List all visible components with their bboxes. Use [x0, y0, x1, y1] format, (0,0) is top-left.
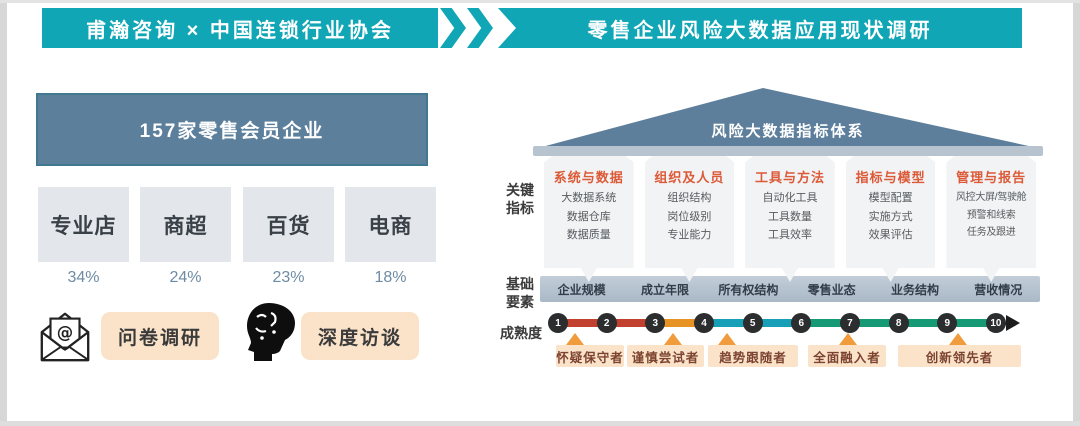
pillar-title: 工具与方法 [754, 170, 825, 185]
pillar-title: 管理与报告 [956, 170, 1027, 185]
stage-label-innovator: 创新领先者 [898, 345, 1021, 367]
base-element: 成立年限 [640, 282, 689, 297]
maturity-point: 1 [548, 313, 568, 333]
category-percent: 23% [272, 269, 305, 286]
framework-pillars: 系统与数据 大数据系统 数据仓库 数据质量 组织及人员 组织结构 岗位级别 专业… [544, 156, 1036, 282]
stage-marker-icon [949, 333, 967, 345]
maturity-scale: 1 2 3 4 5 6 7 8 9 10 [548, 313, 1006, 333]
members-banner: 157家零售会员企业 [36, 93, 428, 166]
category-percent: 18% [374, 269, 407, 286]
pillar-item: 模型配置 [868, 192, 913, 204]
axis-label-key-indicators: 关键 指标 [506, 182, 534, 216]
maturity-point: 4 [693, 313, 714, 333]
header-right-title: 零售企业风险大数据应用现状调研 [587, 19, 933, 42]
pillar-item: 专业能力 [667, 229, 712, 242]
stage-label-follower: 趋势跟随者 [708, 345, 798, 367]
framework-title: 风险大数据指标体系 [711, 123, 865, 140]
pillar-item: 实施方式 [868, 210, 913, 223]
header-right-banner: 零售企业风险大数据应用现状调研 [498, 8, 1022, 48]
stage-marker-icon [839, 333, 857, 345]
base-elements-bar: 企业规模 成立年限 所有权结构 零售业态 业务结构 营收情况 [540, 276, 1040, 302]
chevron-right-icon [440, 8, 466, 48]
pillar-systems-data: 系统与数据 大数据系统 数据仓库 数据质量 [544, 156, 634, 282]
category-label: 专业店 [38, 187, 129, 262]
pillar-item: 预警和线索 [966, 209, 1016, 221]
base-element: 营收情况 [974, 282, 1023, 297]
slide-edge-top [0, 0, 1080, 3]
pillar-item: 大数据系统 [561, 192, 617, 204]
category-specialty-store: 专业店 34% [38, 187, 129, 287]
category-department-store: 百货 23% [243, 187, 334, 287]
pillar-title: 指标与模型 [855, 170, 926, 185]
maturity-color-band [558, 319, 996, 327]
maturity-point: 5 [742, 313, 763, 333]
pillar-tools-methods: 工具与方法 自动化工具 工具数量 工具效率 [745, 156, 835, 282]
framework-roof: 风险大数据指标体系 [538, 88, 1038, 148]
category-label: 电商 [345, 187, 436, 262]
axis-label-base-elements: 基础 要素 [506, 276, 534, 310]
framework-eave [533, 146, 1043, 156]
pillar-item: 风控大屏/驾驶舱 [955, 192, 1027, 203]
maturity-point: 3 [645, 313, 666, 333]
pillar-item: 工具效率 [767, 229, 812, 242]
slide-edge-right [1073, 0, 1080, 426]
svg-text:@: @ [57, 323, 73, 342]
pillar-item: 任务及跟进 [966, 227, 1016, 238]
stage-marker-icon [718, 333, 736, 345]
maturity-point: 10 [985, 313, 1006, 333]
axis-label-maturity: 成熟度 [500, 325, 542, 341]
pillar-item: 数据质量 [566, 229, 611, 242]
pillar-item: 组织结构 [667, 192, 712, 204]
category-percent: 34% [67, 269, 100, 286]
slide-edge-bottom [0, 421, 1080, 426]
stage-label-cautious: 谨慎尝试者 [627, 345, 704, 367]
stage-label-skeptic: 怀疑保守者 [556, 345, 624, 367]
category-supermarket: 商超 24% [140, 187, 231, 287]
base-element: 企业规模 [557, 282, 606, 297]
pillar-title: 组织及人员 [654, 170, 725, 185]
slide-edge-left [0, 0, 7, 426]
maturity-point: 8 [888, 313, 909, 333]
header-left-title: 甫瀚咨询 × 中国连锁行业协会 [86, 19, 394, 42]
stage-marker-icon [566, 333, 584, 345]
header-left-banner: 甫瀚咨询 × 中国连锁行业协会 [42, 8, 438, 48]
interview-method-badge: 深度访谈 [301, 312, 419, 360]
survey-method-badge: 问卷调研 [101, 312, 219, 360]
category-label: 百货 [243, 187, 334, 262]
pillar-item: 数据仓库 [566, 210, 611, 223]
category-ecommerce: 电商 18% [345, 187, 436, 287]
pillar-item: 岗位级别 [667, 210, 712, 223]
maturity-point: 6 [791, 313, 812, 333]
category-percent: 24% [169, 269, 202, 286]
pillar-title: 系统与数据 [553, 170, 624, 185]
pillar-indicators-models: 指标与模型 模型配置 实施方式 效果评估 [845, 156, 936, 282]
category-label: 商超 [140, 187, 231, 262]
maturity-point: 7 [839, 313, 860, 333]
base-element: 零售业态 [807, 282, 856, 297]
pillar-org-people: 组织及人员 组织结构 岗位级别 专业能力 [644, 156, 735, 282]
pillar-item: 自动化工具 [762, 192, 818, 204]
arrow-right-icon [1006, 315, 1020, 331]
stage-label-integrated: 全面融入者 [808, 345, 886, 367]
stage-marker-icon [664, 333, 682, 345]
pillar-item: 工具数量 [767, 210, 812, 223]
envelope-at-icon: @ [36, 307, 94, 365]
head-gear-icon [243, 301, 297, 365]
chevron-right-icon [467, 8, 493, 48]
pillar-item: 效果评估 [868, 229, 913, 242]
maturity-point: 2 [596, 313, 617, 333]
maturity-point: 9 [937, 313, 958, 333]
base-element: 业务结构 [890, 282, 939, 297]
pillar-management-reporting: 管理与报告 风控大屏/驾驶舱 预警和线索 任务及跟进 [946, 156, 1036, 282]
base-element: 所有权结构 [718, 282, 779, 297]
